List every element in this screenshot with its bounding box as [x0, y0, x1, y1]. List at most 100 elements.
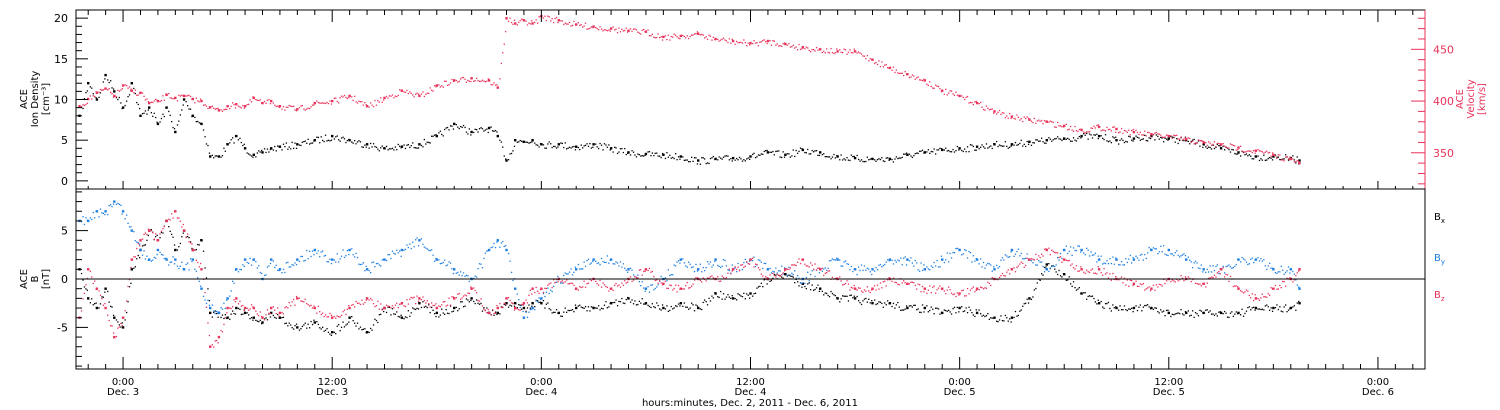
by-trace	[1107, 263, 1110, 265]
bx-trace	[1228, 316, 1230, 318]
bz-point	[209, 345, 212, 348]
bx-trace	[1144, 304, 1146, 307]
bz-trace	[410, 296, 412, 299]
bx-trace	[560, 315, 562, 317]
velocity-trace	[1102, 129, 1104, 131]
bz-trace	[786, 268, 789, 270]
by-trace	[675, 265, 677, 267]
bz-trace	[706, 277, 709, 279]
bz-trace	[1208, 277, 1210, 279]
by-point	[435, 258, 438, 261]
velocity-trace	[939, 88, 941, 90]
velocity-trace	[929, 81, 931, 83]
density-trace	[378, 150, 380, 152]
bz-trace	[824, 272, 826, 274]
density-trace	[1027, 143, 1030, 145]
bx-trace	[782, 277, 784, 279]
velocity-trace	[760, 41, 762, 43]
velocity-trace	[462, 76, 465, 79]
velocity-trace	[786, 44, 789, 46]
density-trace	[375, 146, 378, 148]
bx-trace	[1215, 313, 1217, 315]
by-trace	[1000, 259, 1002, 261]
bx-trace	[1000, 315, 1002, 317]
bz-trace	[412, 297, 414, 299]
bx-point	[1115, 306, 1118, 310]
by-trace	[580, 268, 582, 270]
bz-trace	[935, 292, 937, 294]
bz-trace	[197, 261, 199, 264]
density-trace	[998, 144, 1001, 146]
velocity-trace	[168, 93, 170, 95]
velocity-trace	[810, 51, 812, 53]
by-point	[87, 219, 90, 223]
bx-trace	[188, 237, 190, 239]
by-trace	[136, 241, 138, 243]
by-trace	[1136, 257, 1139, 259]
velocity-trace	[728, 38, 730, 40]
velocity-trace	[717, 38, 719, 40]
by-trace	[743, 262, 745, 264]
density-trace	[991, 147, 993, 150]
by-trace	[346, 250, 348, 252]
density-trace	[648, 151, 651, 153]
by-trace	[1245, 261, 1248, 263]
velocity-trace	[1017, 116, 1019, 118]
by-trace	[964, 249, 966, 251]
by-trace	[194, 268, 196, 270]
by-trace	[431, 249, 433, 251]
velocity-trace	[226, 108, 228, 111]
density-trace	[359, 141, 362, 143]
date-tick-label: Dec. 4	[525, 387, 557, 398]
density-trace	[920, 150, 922, 152]
bx-trace	[1251, 307, 1253, 309]
bx-trace	[519, 304, 521, 306]
bz-trace	[965, 295, 967, 297]
by-trace	[1177, 254, 1179, 256]
bx-trace	[1161, 311, 1163, 313]
bx-trace	[1019, 310, 1021, 312]
bx-trace	[282, 316, 285, 318]
bx-trace	[661, 304, 664, 306]
density-point	[1097, 134, 1101, 138]
density-trace	[747, 157, 749, 159]
by-trace	[711, 266, 713, 268]
bz-trace	[1293, 279, 1295, 281]
bz-trace	[656, 279, 658, 281]
bx-trace	[1226, 316, 1229, 318]
bx-trace	[1083, 292, 1085, 294]
bx-trace	[554, 311, 556, 314]
bx-trace	[720, 290, 722, 293]
bz-trace	[602, 282, 604, 284]
bz-trace	[1009, 273, 1011, 275]
bx-trace	[1016, 315, 1018, 317]
density-trace	[666, 152, 668, 154]
by-trace	[555, 281, 558, 283]
by-trace	[220, 307, 222, 309]
density-trace	[753, 152, 755, 154]
bx-trace	[117, 321, 119, 323]
density-trace	[82, 107, 84, 110]
velocity-trace	[393, 97, 395, 99]
bz-trace	[394, 304, 396, 306]
bx-trace	[311, 323, 314, 326]
velocity-trace	[505, 31, 507, 33]
by-trace	[786, 274, 789, 277]
density-trace	[1003, 145, 1005, 147]
by-trace	[949, 252, 951, 255]
bx-trace	[814, 288, 816, 291]
bx-trace	[268, 313, 270, 315]
bx-trace	[808, 282, 810, 284]
bx-trace	[362, 328, 364, 330]
density-trace	[990, 145, 992, 147]
velocity-trace	[927, 84, 929, 87]
density-trace	[139, 107, 141, 110]
bx-trace	[255, 319, 257, 321]
bx-trace	[1177, 312, 1179, 314]
bz-trace	[1190, 280, 1192, 283]
bx-trace	[150, 229, 152, 231]
density-trace	[605, 144, 607, 146]
density-trace	[718, 156, 720, 158]
by-trace	[773, 271, 775, 273]
density-trace	[1190, 140, 1192, 142]
